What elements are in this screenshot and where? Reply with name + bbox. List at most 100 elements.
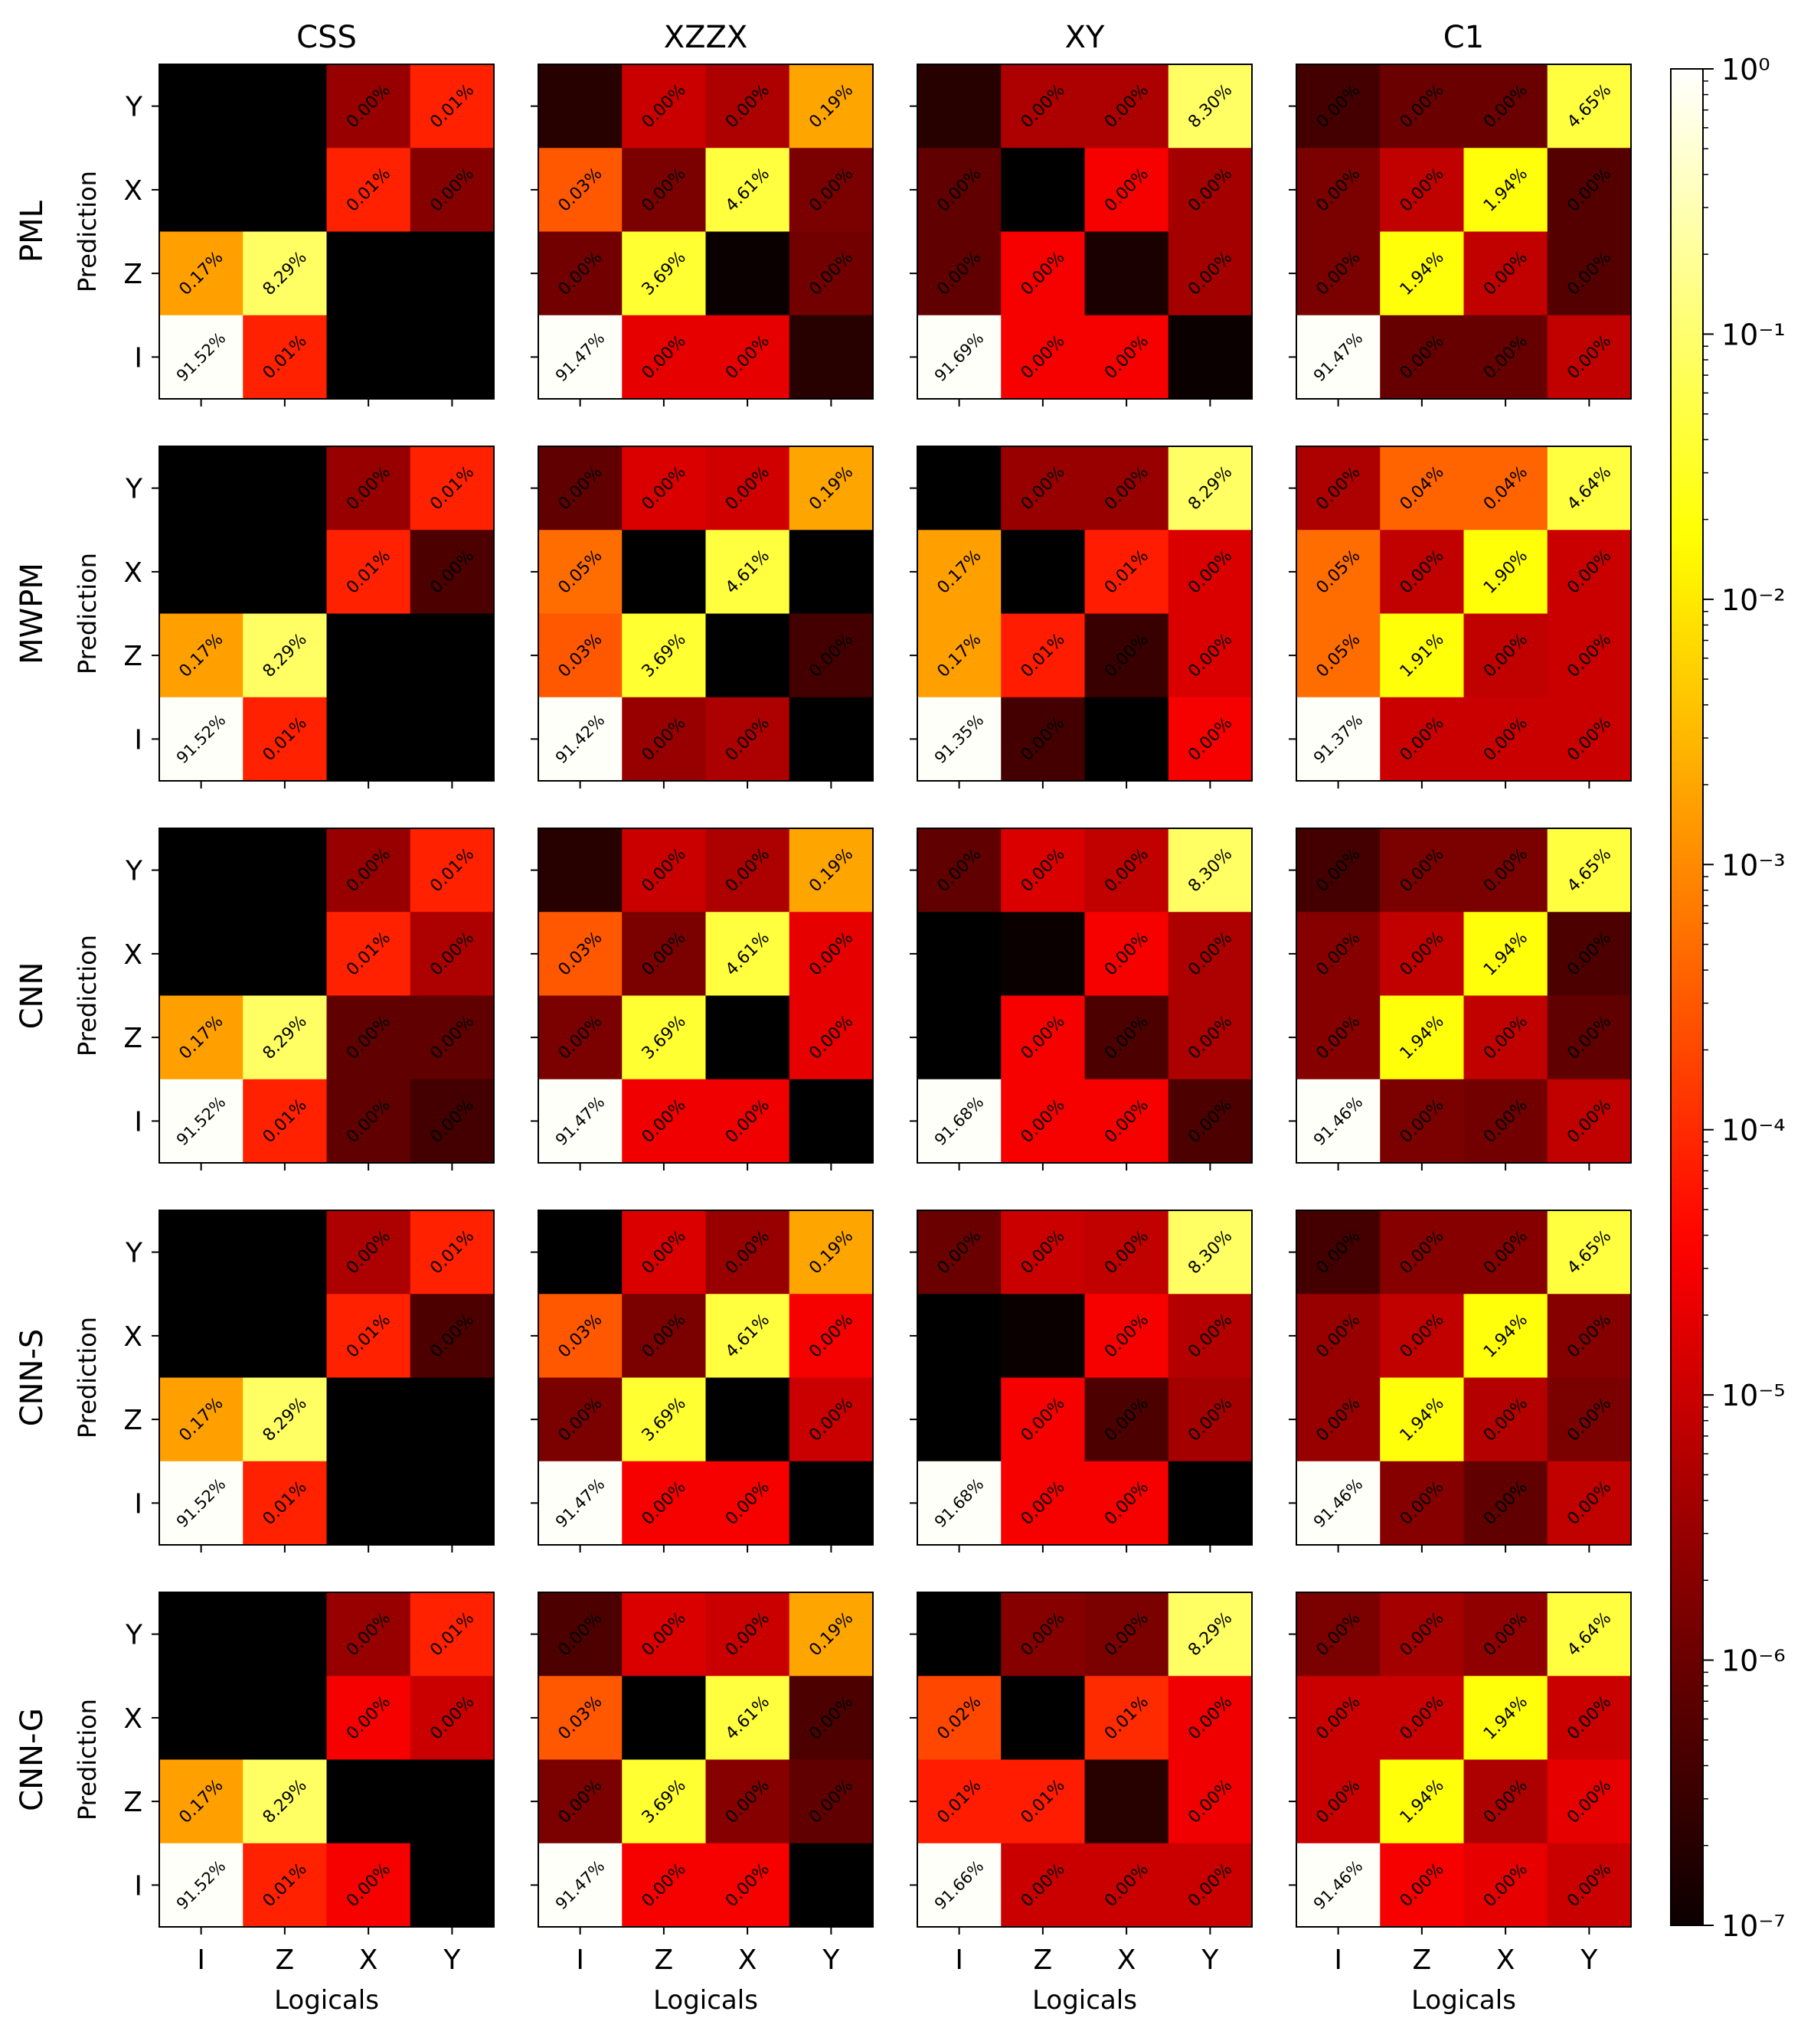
heatmap-cell	[1380, 530, 1464, 614]
y-axis-label: Prediction	[73, 1317, 102, 1438]
heatmap-cell	[1547, 1676, 1632, 1760]
heatmap-cell	[622, 530, 706, 614]
panel-frame	[159, 828, 495, 1164]
heatmap-cell	[1296, 1461, 1381, 1546]
heatmap-cell	[326, 1210, 411, 1295]
heatmap-cell	[1547, 1377, 1632, 1462]
heatmap-cell	[326, 1843, 411, 1928]
heatmap-cell	[1547, 1592, 1632, 1677]
heatmap-cell	[1001, 828, 1085, 913]
heatmap-cell	[410, 613, 495, 698]
heatmap-cell	[1084, 530, 1169, 614]
heatmap-cell	[622, 613, 706, 698]
heatmap-cell	[1463, 148, 1548, 232]
heatmap-cell	[1463, 1294, 1548, 1378]
heatmap-cell	[538, 1294, 623, 1378]
heatmap-cell	[917, 1592, 1002, 1677]
heatmap-cell	[410, 828, 495, 913]
heatmap-cell	[1001, 446, 1085, 531]
heatmap-cell	[705, 148, 790, 232]
colorbar-tick-label: 10⁻²	[1721, 583, 1786, 617]
heatmap-cell	[538, 1210, 623, 1295]
heatmap-cell	[326, 64, 411, 149]
heatmap-cell	[1296, 231, 1381, 316]
heatmap-cell	[243, 995, 327, 1080]
y-tick-label: Y	[125, 856, 143, 887]
heatmap-cell	[1084, 1079, 1169, 1164]
heatmap-cell	[1001, 1843, 1085, 1928]
panel-frame	[917, 64, 1253, 400]
heatmap-cell	[1168, 995, 1253, 1080]
heatmap-cell	[1380, 1676, 1464, 1760]
panel-frame	[917, 1592, 1253, 1928]
heatmap-cell	[410, 1592, 495, 1677]
heatmap-cell	[1380, 613, 1464, 698]
heatmap-cell	[1547, 613, 1632, 698]
x-tick-label: Z	[1034, 1944, 1053, 1976]
heatmap-cell	[1001, 231, 1085, 316]
heatmap-cell	[1001, 1294, 1085, 1378]
y-tick-label: X	[123, 939, 142, 971]
heatmap-cell	[789, 995, 874, 1080]
panel-frame	[159, 446, 495, 782]
heatmap-cell	[1380, 1079, 1464, 1164]
panel-frame	[1296, 446, 1632, 782]
heatmap-cell	[789, 613, 874, 698]
heatmap-cell	[243, 828, 327, 913]
heatmap-cell	[1084, 1461, 1169, 1546]
heatmap-cell	[326, 1377, 411, 1462]
panel-frame	[1296, 64, 1632, 400]
heatmap-cell	[622, 1461, 706, 1546]
heatmap-cell	[705, 1294, 790, 1378]
colorbar-tick-label: 10⁻¹	[1721, 318, 1786, 351]
heatmap-cell	[705, 530, 790, 614]
heatmap-cell	[326, 1592, 411, 1677]
heatmap-cell	[1084, 1592, 1169, 1677]
heatmap-cell	[1084, 148, 1169, 232]
heatmap-cell	[410, 231, 495, 316]
heatmap-cell	[789, 1461, 874, 1546]
x-tick-label: I	[197, 1944, 205, 1976]
heatmap-cell	[917, 1079, 1002, 1164]
heatmap-cell	[243, 315, 327, 400]
heatmap-cell	[705, 1676, 790, 1760]
heatmap-cell	[789, 231, 874, 316]
colorbar-tick-label: 10⁻⁴	[1721, 1114, 1786, 1148]
heatmap-cell	[917, 828, 1002, 913]
heatmap-cell	[1380, 1210, 1464, 1295]
heatmap-cell	[326, 912, 411, 996]
heatmap-cell	[1001, 1079, 1085, 1164]
heatmap-cell	[159, 912, 244, 996]
heatmap-cell	[789, 64, 874, 149]
heatmap-cell	[705, 315, 790, 400]
heatmap-cell	[159, 1079, 244, 1164]
heatmap-cell	[789, 1759, 874, 1844]
heatmap-cell	[243, 1843, 327, 1928]
heatmap-cell	[1168, 64, 1253, 149]
y-tick-label: I	[134, 724, 142, 756]
y-tick-label: X	[123, 1321, 142, 1353]
heatmap-cell	[705, 828, 790, 913]
heatmap-cell	[705, 1079, 790, 1164]
heatmap-cell	[159, 315, 244, 400]
x-tick-label: Y	[1201, 1944, 1219, 1976]
heatmap-cell	[1380, 1592, 1464, 1677]
heatmap-cell	[1001, 148, 1085, 232]
heatmap-cell	[326, 995, 411, 1080]
heatmap-cell	[1168, 697, 1253, 782]
heatmap-cell	[1001, 1676, 1085, 1760]
heatmap-cell	[326, 1759, 411, 1844]
y-tick-label: Z	[123, 641, 142, 672]
heatmap-cell	[410, 1210, 495, 1295]
heatmap-cell	[1547, 1294, 1632, 1378]
heatmap-cell	[1084, 315, 1169, 400]
heatmap-cell	[1296, 828, 1381, 913]
column-title-c1: C1	[1443, 20, 1484, 55]
heatmap-cell	[1463, 530, 1548, 614]
heatmap-cell	[1168, 1461, 1253, 1546]
y-axis-label: Prediction	[73, 553, 102, 674]
heatmap-cell	[1547, 1461, 1632, 1546]
panel-frame	[538, 446, 874, 782]
heatmap-cell	[410, 697, 495, 782]
